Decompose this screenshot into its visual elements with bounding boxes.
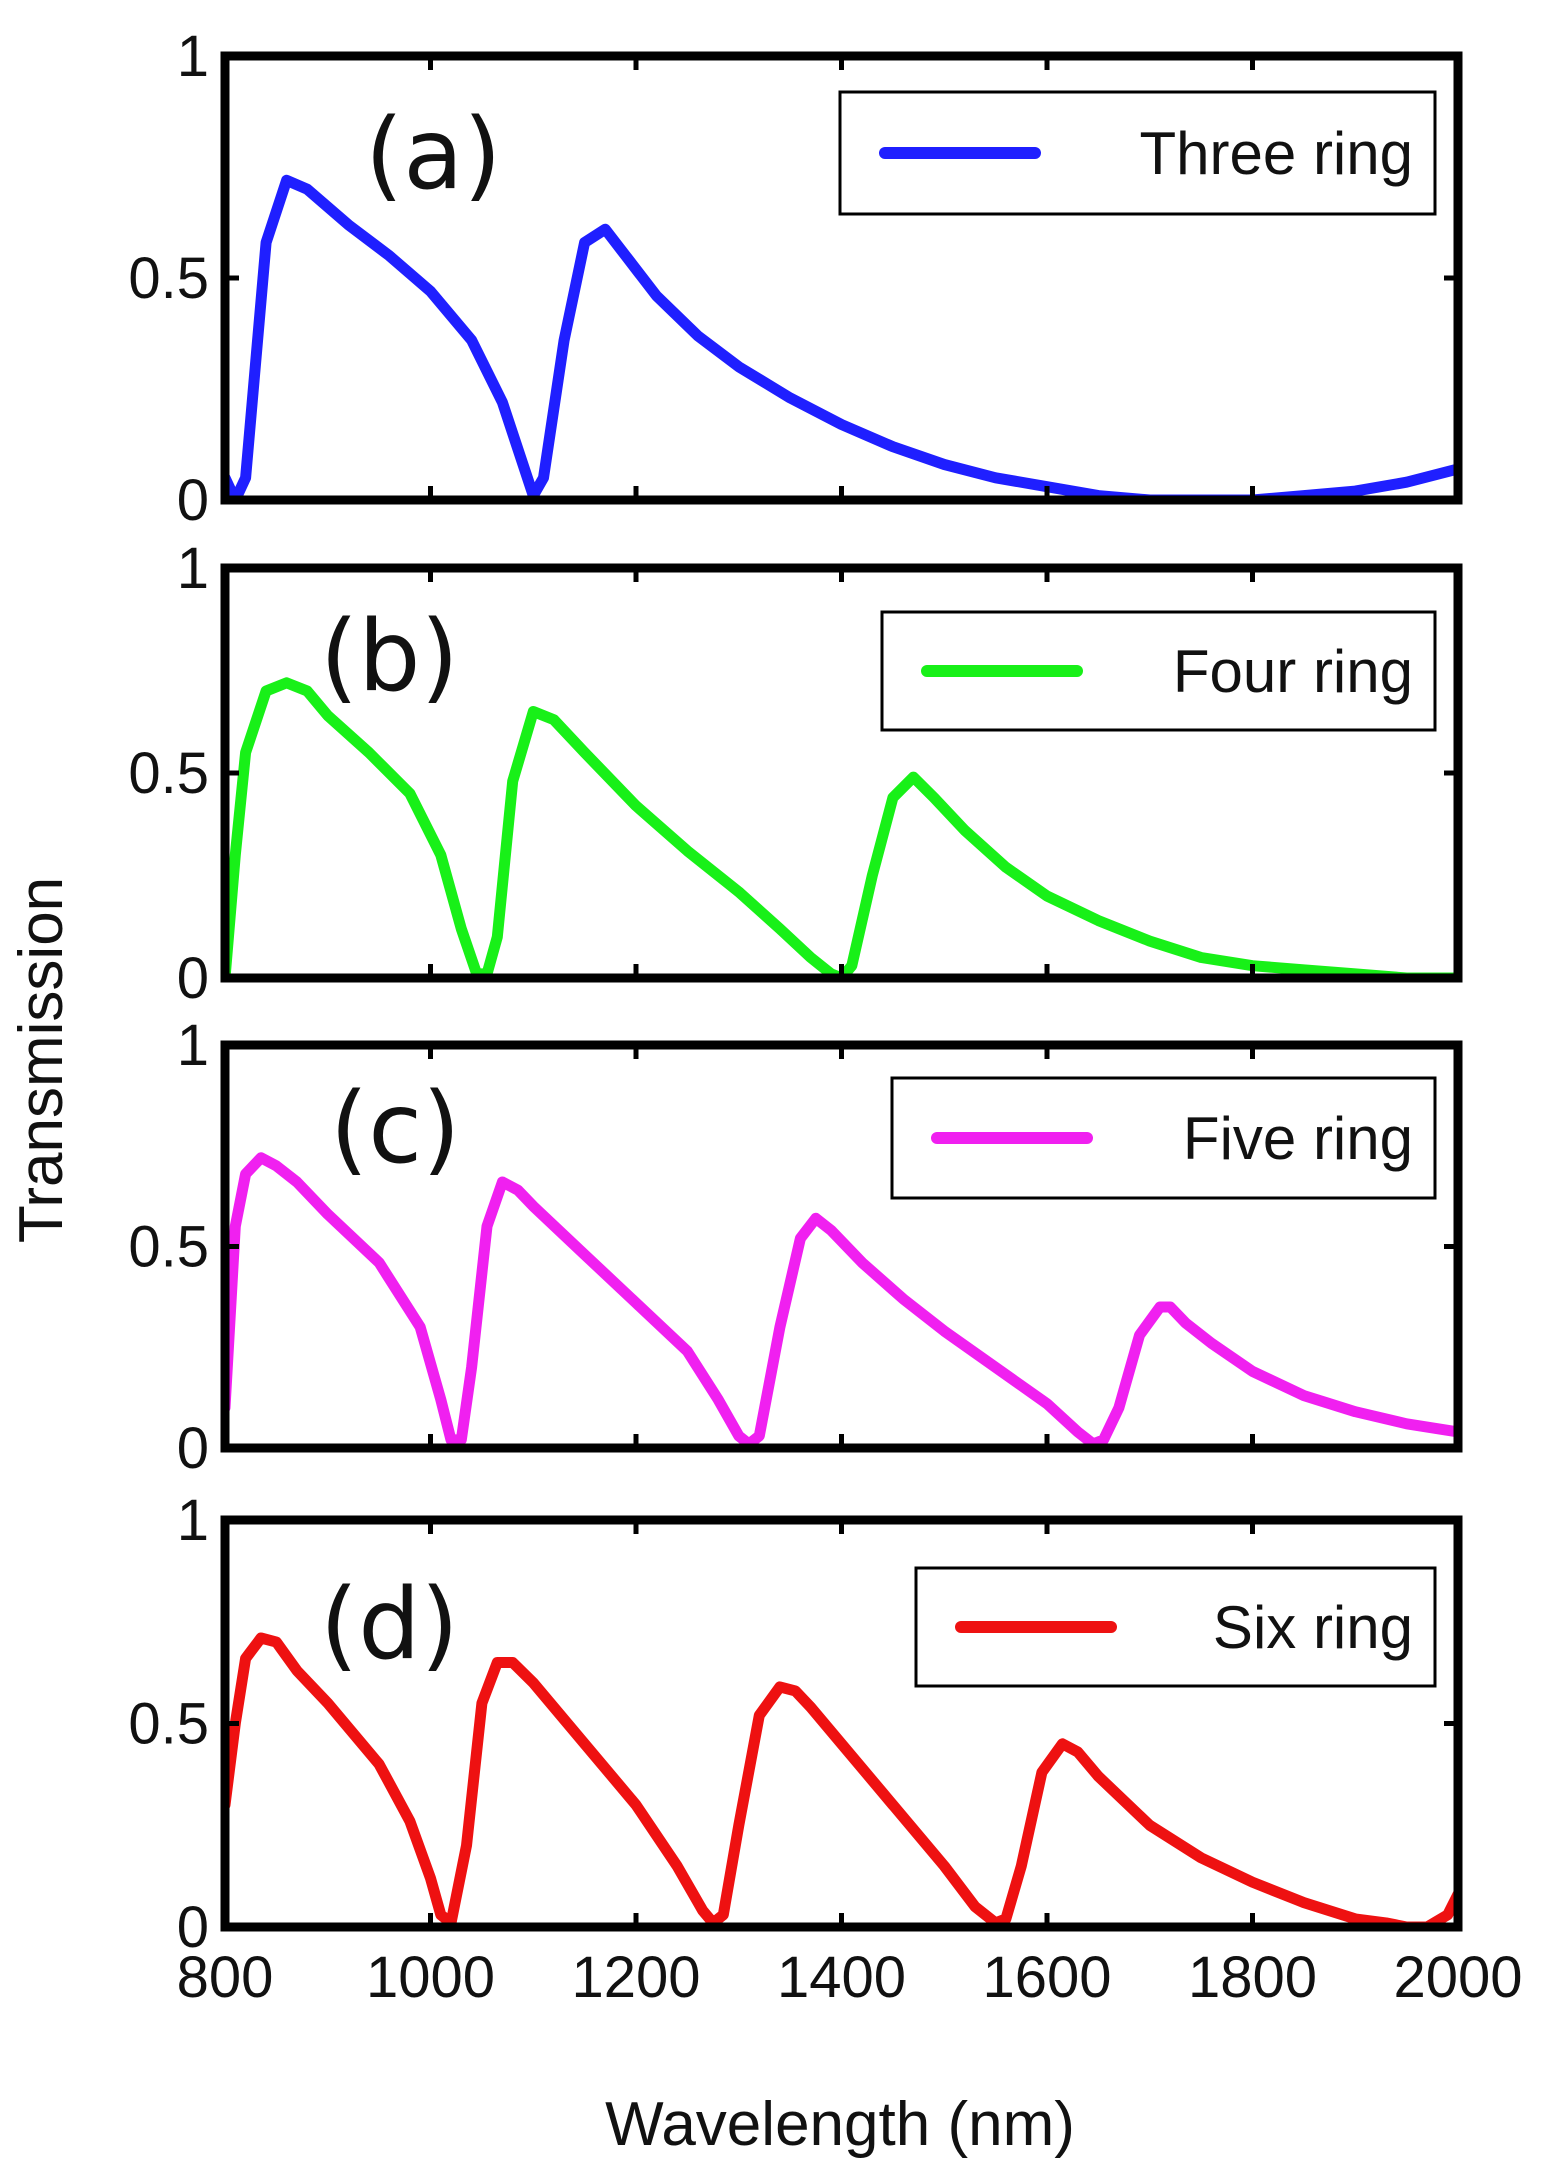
x-tick-label: 1400	[777, 1945, 906, 2010]
y-tick-label: 1	[177, 1488, 209, 1553]
panel-tag: (c)	[330, 1072, 460, 1186]
x-tick-label: 2000	[1393, 1945, 1522, 2010]
y-tick-label: 0	[177, 1895, 209, 1960]
y-tick-label: 0	[177, 1416, 209, 1481]
y-tick-label: 1	[177, 1013, 209, 1078]
series-line-c	[225, 1152, 1458, 1448]
legend: Four ring	[880, 610, 1437, 732]
legend-label: Three ring	[1140, 120, 1413, 187]
panel-b: 0 0.5 1 (b) Four ring	[128, 536, 1463, 1011]
panel-tag: (a)	[365, 98, 502, 212]
y-tick-label: 1	[177, 536, 209, 601]
series-line-b	[225, 677, 1458, 978]
x-tick-label: 1600	[982, 1945, 1111, 2010]
panel-tag: (d)	[320, 1568, 459, 1682]
x-tick-label: 1200	[571, 1945, 700, 2010]
y-tick-label: 0.5	[128, 1215, 209, 1280]
y-tick-label: 1	[177, 24, 209, 89]
legend: Three ring	[838, 90, 1437, 216]
panel-tag: (b)	[320, 600, 459, 714]
series-line-a	[225, 174, 1458, 500]
legend-label: Six ring	[1213, 1594, 1413, 1661]
x-tick-label: 800	[177, 1945, 274, 2010]
x-axis-title: Wavelength (nm)	[605, 2090, 1075, 2159]
y-axis-title: Transmission	[7, 877, 76, 1243]
x-tick-label: 1000	[366, 1945, 495, 2010]
panel-c: 0 0.5 1 (c) Five ring	[128, 1013, 1463, 1481]
series-line-d	[225, 1632, 1458, 1927]
y-tick-label: 0	[177, 946, 209, 1011]
panel-a: 0 0.5 1 (a) Three ring	[128, 24, 1463, 533]
legend-label: Four ring	[1173, 638, 1413, 705]
y-tick-label: 0	[177, 468, 209, 533]
y-tick-label: 0.5	[128, 741, 209, 806]
y-tick-label: 0.5	[128, 1692, 209, 1757]
legend: Six ring	[914, 1566, 1437, 1688]
legend-label: Five ring	[1183, 1105, 1413, 1172]
legend: Five ring	[890, 1076, 1437, 1200]
x-tick-label: 1800	[1188, 1945, 1317, 2010]
y-tick-label: 0.5	[128, 246, 209, 311]
